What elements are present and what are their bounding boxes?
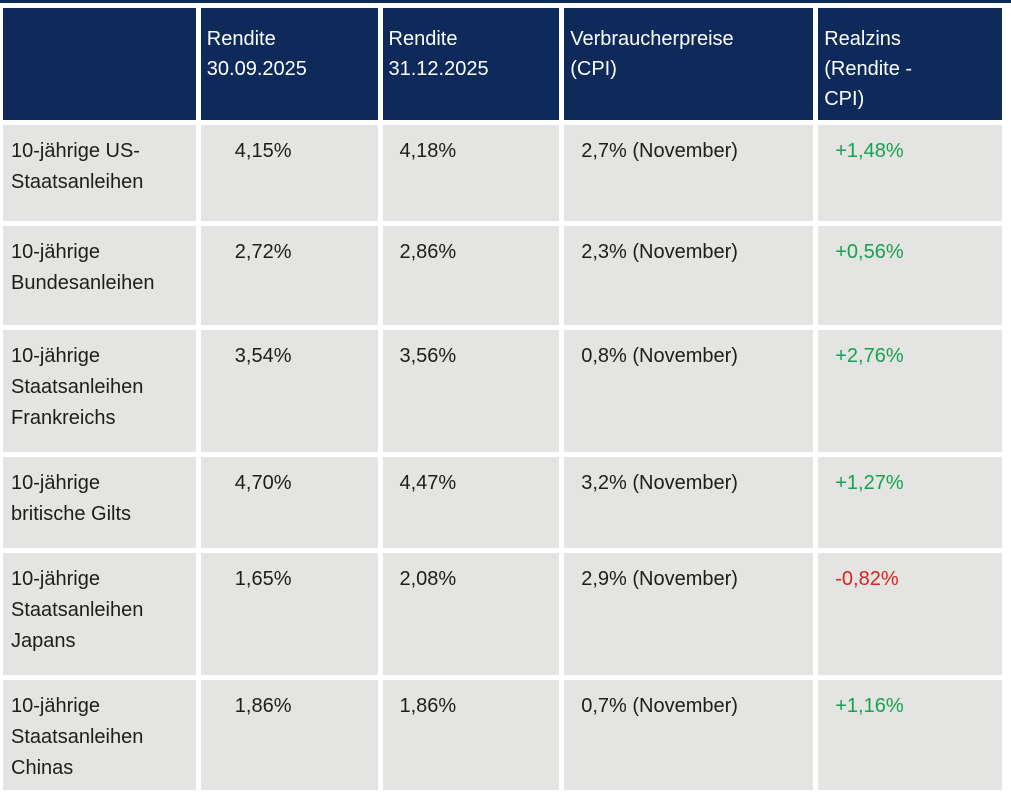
cell-rendite-dec: 1,86% <box>382 680 560 790</box>
cell-rendite-sep: 1,86% <box>200 680 378 790</box>
cell-rendite-dec: 4,18% <box>382 125 560 221</box>
row-label: 10-jährige US- Staatsanleihen <box>3 125 196 221</box>
cell-rendite-sep: 3,54% <box>200 330 378 452</box>
column-header-empty <box>3 8 196 120</box>
column-header-cpi: Verbraucherpreise (CPI) <box>564 8 814 120</box>
cell-cpi: 2,9% (November) <box>564 553 814 675</box>
table-row-japan: 10-jährige Staatsanleihen Japans 1,65% 2… <box>3 553 1002 675</box>
cell-rendite-dec: 4,47% <box>382 457 560 548</box>
row-label: 10-jährige britische Gilts <box>3 457 196 548</box>
realzins-value: +1,16% <box>835 695 904 717</box>
row-label: 10-jährige Staatsanleihen Japans <box>3 553 196 675</box>
cell-rendite-sep: 4,70% <box>200 457 378 548</box>
cell-cpi: 3,2% (November) <box>564 457 814 548</box>
top-divider-bar <box>0 0 1011 3</box>
cell-realzins: +0,56% <box>818 226 1002 325</box>
column-header-realzins: Realzins (Rendite - CPI) <box>818 8 1002 120</box>
cell-rendite-dec: 2,08% <box>382 553 560 675</box>
cell-rendite-dec: 2,86% <box>382 226 560 325</box>
row-label: 10-jährige Staatsanleihen Frankreichs <box>3 330 196 452</box>
cell-cpi: 2,3% (November) <box>564 226 814 325</box>
realzins-value: +1,48% <box>835 140 904 162</box>
cell-rendite-dec: 3,56% <box>382 330 560 452</box>
cell-rendite-sep: 2,72% <box>200 226 378 325</box>
row-label: 10-jährige Bundesanleihen <box>3 226 196 325</box>
cell-realzins: -0,82% <box>818 553 1002 675</box>
table-row-frankreich: 10-jährige Staatsanleihen Frankreichs 3,… <box>3 330 1002 452</box>
table-row-us: 10-jährige US- Staatsanleihen 4,15% 4,18… <box>3 125 1002 221</box>
column-header-rendite-dec-2025: Rendite 31.12.2025 <box>382 8 560 120</box>
realzins-value: +2,76% <box>835 345 904 367</box>
cell-cpi: 0,8% (November) <box>564 330 814 452</box>
table-row-bund: 10-jährige Bundesanleihen 2,72% 2,86% 2,… <box>3 226 1002 325</box>
table-row-gilts: 10-jährige britische Gilts 4,70% 4,47% 3… <box>3 457 1002 548</box>
cell-cpi: 0,7% (November) <box>564 680 814 790</box>
cell-realzins: +1,48% <box>818 125 1002 221</box>
column-header-rendite-sep-2025: Rendite 30.09.2025 <box>200 8 378 120</box>
row-label: 10-jährige Staatsanleihen Chinas <box>3 680 196 790</box>
table-header: Rendite 30.09.2025 Rendite 31.12.2025 Ve… <box>3 8 1002 120</box>
table-row-china: 10-jährige Staatsanleihen Chinas 1,86% 1… <box>3 680 1002 790</box>
header-row: Rendite 30.09.2025 Rendite 31.12.2025 Ve… <box>3 8 1002 120</box>
cell-rendite-sep: 4,15% <box>200 125 378 221</box>
realzins-value: +1,27% <box>835 472 904 494</box>
cell-realzins: +1,27% <box>818 457 1002 548</box>
table-body: 10-jährige US- Staatsanleihen 4,15% 4,18… <box>3 125 1002 790</box>
realzins-value: -0,82% <box>835 568 899 590</box>
bond-yields-table: Rendite 30.09.2025 Rendite 31.12.2025 Ve… <box>0 3 1007 795</box>
cell-cpi: 2,7% (November) <box>564 125 814 221</box>
cell-rendite-sep: 1,65% <box>200 553 378 675</box>
cell-realzins: +1,16% <box>818 680 1002 790</box>
realzins-value: +0,56% <box>835 241 904 263</box>
cell-realzins: +2,76% <box>818 330 1002 452</box>
